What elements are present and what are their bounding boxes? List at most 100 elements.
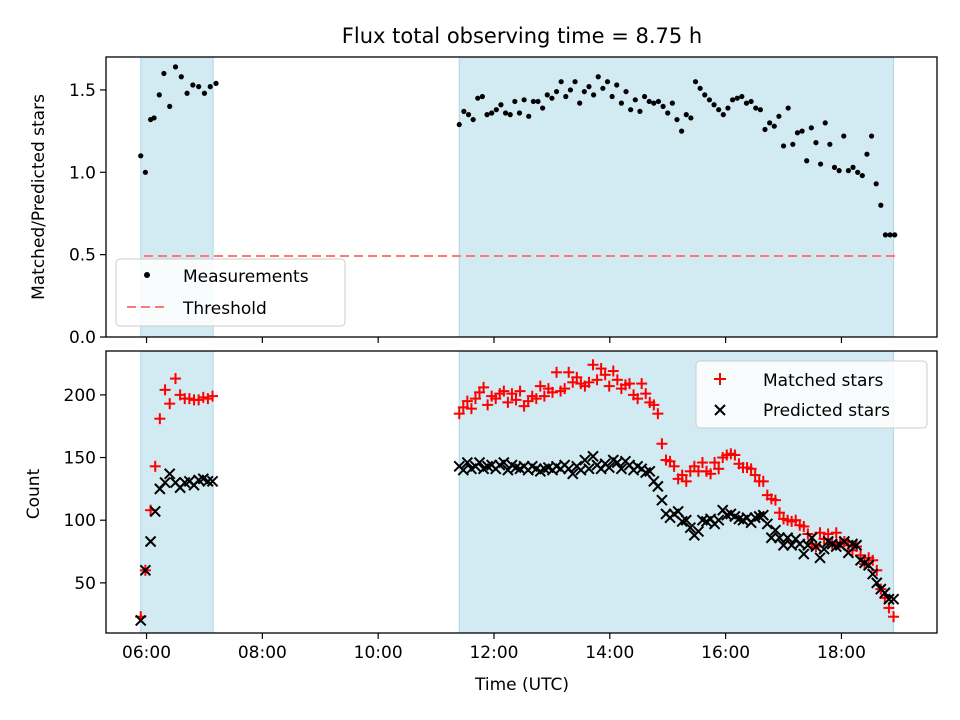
measurement-point [178, 74, 184, 80]
y-tick-label: 1.5 [69, 81, 96, 101]
measurement-point [632, 97, 638, 103]
measurement-point [213, 80, 219, 86]
measurement-point [498, 102, 504, 108]
measurement-point [706, 97, 713, 103]
predicted-legend-label: Predicted stars [763, 401, 890, 421]
measurement-point [859, 172, 865, 179]
matched-star-point [461, 395, 473, 407]
predicted-star-point [773, 532, 786, 544]
measurement-point [669, 100, 675, 106]
count-y-ticks: 50 100 150 200 [64, 386, 106, 594]
matched-star-point [696, 457, 708, 469]
matched-star-point [624, 378, 636, 390]
measurement-points [138, 64, 898, 238]
matched-star-point [709, 457, 721, 469]
predicted-star-point [163, 468, 176, 480]
measurement-point [785, 105, 791, 111]
matched-star-point [530, 393, 542, 405]
predicted-star-point [135, 614, 147, 627]
predicted-star-point [862, 559, 875, 572]
measurement-point [878, 202, 884, 208]
measurement-point [207, 84, 213, 90]
measurement-point [841, 133, 847, 139]
measurement-point [470, 116, 476, 123]
predicted-star-point [761, 518, 774, 530]
measurement-point [868, 133, 875, 139]
matched-star-point [668, 460, 680, 472]
x-tick-label: 18:00 [817, 643, 866, 663]
predicted-star-point [615, 463, 628, 475]
measurement-point [836, 168, 842, 174]
matched-star-point [534, 380, 546, 392]
measurement-point [161, 70, 167, 77]
matched-star-point [498, 385, 510, 397]
matched-star-point [611, 374, 623, 386]
measurement-point [757, 107, 763, 113]
matched-star-point [888, 611, 900, 623]
measurement-point [776, 113, 782, 119]
measurement-point [581, 88, 587, 95]
measurement-point [586, 84, 592, 90]
matched-star-point [749, 469, 761, 481]
predicted-star-point [461, 456, 474, 469]
measurement-point [604, 79, 611, 85]
measurement-point [683, 112, 689, 118]
measurement-point [549, 95, 555, 101]
measurement-point [651, 100, 657, 106]
predicted-star-point [850, 539, 863, 551]
matched-star-point [159, 384, 171, 396]
ratio-legend: Measurements Threshold [115, 258, 346, 327]
measurement-point [201, 90, 208, 96]
measurement-point [190, 82, 196, 88]
measurement-point [873, 181, 879, 187]
predicted-star-point [712, 514, 725, 526]
x-axis-label: Time (UTC) [474, 675, 569, 695]
matched-star-point [656, 438, 668, 450]
measurement-point [771, 123, 777, 129]
measurement-point [822, 120, 828, 126]
chart-title: Flux total observing time = 8.75 h [342, 24, 702, 48]
predicted-star-point [810, 540, 822, 553]
predicted-star-point [644, 465, 656, 478]
count-panel-frame [105, 350, 938, 634]
measurement-point [558, 79, 564, 85]
measurement-point [512, 98, 518, 105]
predicted-star-point [149, 505, 161, 518]
measurement-point [493, 107, 499, 113]
matched-star-point [465, 403, 477, 415]
count-y-axis-label: Count [24, 468, 44, 519]
measurement-point [864, 151, 870, 157]
measurement-point [697, 85, 703, 91]
measurement-point [725, 105, 731, 111]
measurement-point [526, 113, 532, 119]
measurement-point [716, 107, 722, 113]
measurement-point [623, 88, 629, 95]
predicted-star-point [144, 535, 157, 548]
measurement-point [553, 88, 560, 95]
measurement-point [563, 93, 569, 100]
measurement-point [739, 93, 745, 100]
measurement-point [572, 79, 578, 85]
x-tick-label: 12:00 [469, 643, 518, 663]
predicted-star-point [656, 494, 668, 506]
matched-star-point [729, 449, 741, 461]
predicted-star-point [579, 454, 591, 466]
measurement-point [540, 105, 546, 111]
predicted-star-point [680, 514, 692, 526]
matched-star-point [680, 475, 692, 487]
predicted-stars-points [135, 450, 900, 627]
matched-star-point [648, 399, 660, 411]
measurement-point [530, 98, 536, 105]
predicted-star-point [883, 593, 895, 605]
matched-star-point [510, 394, 522, 406]
count-panel: 50 100 150 200 06:00 08:00 10:00 12:00 14:00 16:… [24, 350, 938, 695]
measurement-point [711, 102, 717, 108]
predicted-star-point [684, 522, 697, 534]
predicted-star-point [652, 480, 664, 493]
measurement-point [172, 64, 179, 70]
observing-interval-band [458, 56, 895, 338]
predicted-star-point [818, 543, 830, 555]
predicted-star-point [202, 475, 214, 488]
predicted-star-point [672, 505, 684, 518]
measurement-point [855, 169, 861, 175]
